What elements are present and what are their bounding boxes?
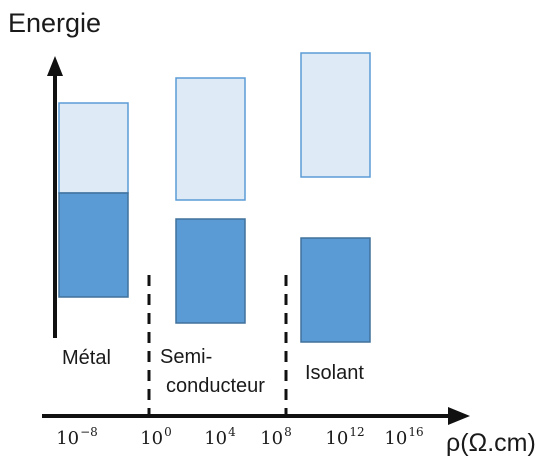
metal-valence-band <box>58 192 129 298</box>
label-semiconductor-line2: conducteur <box>166 375 265 397</box>
tick-label: 108 <box>260 425 292 449</box>
metal-conduction-band <box>58 102 129 194</box>
label-semiconductor-line1: Semi- <box>160 346 213 368</box>
resistivity-axis-arrowhead <box>448 407 470 425</box>
label-metal: Métal <box>62 347 111 369</box>
insulator-conduction-band <box>300 52 371 178</box>
insulator-valence-band <box>300 237 371 343</box>
tick-label: 1012 <box>325 425 365 449</box>
tick-label: 1016 <box>384 425 424 449</box>
tick-label: 100 <box>140 425 172 449</box>
resistivity-axis-label: ρ(Ω.cm) <box>446 429 536 457</box>
tick-label: 104 <box>204 425 236 449</box>
semiconductor-valence-band <box>175 218 246 324</box>
tick-label: 10−8 <box>56 425 98 449</box>
semiconductor-conduction-band <box>175 77 246 201</box>
label-isolant: Isolant <box>305 362 364 384</box>
diagram-title: Energie <box>8 8 102 38</box>
energy-axis-arrowhead <box>47 56 63 76</box>
